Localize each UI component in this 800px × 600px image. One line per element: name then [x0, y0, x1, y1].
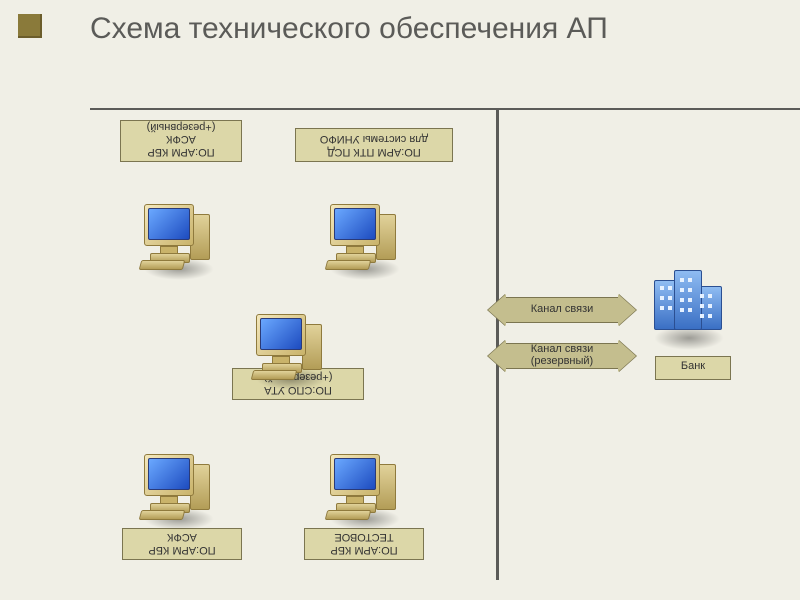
building-window — [668, 296, 672, 300]
pc-screen — [334, 458, 376, 490]
lbl-kbr-test-line: ПО:АРМ КБР — [309, 543, 419, 556]
building-window — [660, 286, 664, 290]
pc-screen — [148, 458, 190, 490]
arrow-reserve: Канал связи (резервный) — [488, 340, 636, 372]
building-window — [668, 286, 672, 290]
lbl-kbr-asfk-reserve: ПО:АРМ КБРАСФК(+резервный) — [120, 120, 242, 162]
arrow-head-right-icon — [618, 294, 636, 326]
building-window — [688, 298, 692, 302]
page-title: Схема технического обеспечения АП — [90, 10, 608, 48]
pc-5 — [320, 448, 406, 534]
building-window — [688, 278, 692, 282]
lbl-bank: Банк — [655, 356, 731, 380]
diagram-canvas: ПО:АРМ КБРАСФК(+резервный)ПО:АРМ ПТК ПСД… — [90, 108, 790, 588]
arrow-main-label: Канал связи — [506, 297, 618, 323]
lbl-kbr-asfk-reserve-line: (+резервный) — [125, 120, 237, 133]
arrow-head-right-icon — [618, 340, 636, 372]
pc-screen — [260, 318, 302, 350]
accent-square — [18, 14, 42, 38]
building-window — [680, 288, 684, 292]
building-window — [660, 296, 664, 300]
building-window — [688, 308, 692, 312]
lbl-bank-line: Банк — [660, 360, 726, 373]
lbl-ptk-psd: ПО:АРМ ПТК ПСДдля системы УНИФО — [295, 128, 453, 162]
pc-1 — [134, 198, 220, 284]
arrow-reserve-label: Канал связи (резервный) — [506, 343, 618, 369]
building-window — [708, 294, 712, 298]
building-window — [708, 314, 712, 318]
pc-screen — [148, 208, 190, 240]
building-window — [708, 304, 712, 308]
building-window — [700, 314, 704, 318]
building-window — [700, 294, 704, 298]
pc-keyboard — [251, 370, 298, 380]
lbl-ptk-psd-line: для системы УНИФО — [300, 133, 448, 146]
arrow-main: Канал связи — [488, 294, 636, 326]
building-window — [668, 306, 672, 310]
lbl-kbr-asfk-reserve-line: ПО:АРМ КБР — [125, 145, 237, 158]
pc-screen — [334, 208, 376, 240]
pc-keyboard — [139, 510, 186, 520]
lbl-kbr-asfk-reserve-line: АСФК — [125, 133, 237, 146]
arrow-head-left-icon — [488, 340, 506, 372]
building-window — [680, 278, 684, 282]
pc-3 — [246, 308, 332, 394]
lbl-ptk-psd-line: ПО:АРМ ПТК ПСД — [300, 145, 448, 158]
building-window — [680, 298, 684, 302]
building-window — [700, 304, 704, 308]
pc-keyboard — [325, 260, 372, 270]
building-window — [680, 308, 684, 312]
lbl-kbr-asfk-line: ПО:АРМ КБР — [127, 543, 237, 556]
pc-4 — [134, 448, 220, 534]
pc-2 — [320, 198, 406, 284]
building-window — [688, 288, 692, 292]
bank-building-icon — [648, 266, 730, 354]
pc-keyboard — [325, 510, 372, 520]
building-window — [660, 306, 664, 310]
pc-keyboard — [139, 260, 186, 270]
arrow-head-left-icon — [488, 294, 506, 326]
